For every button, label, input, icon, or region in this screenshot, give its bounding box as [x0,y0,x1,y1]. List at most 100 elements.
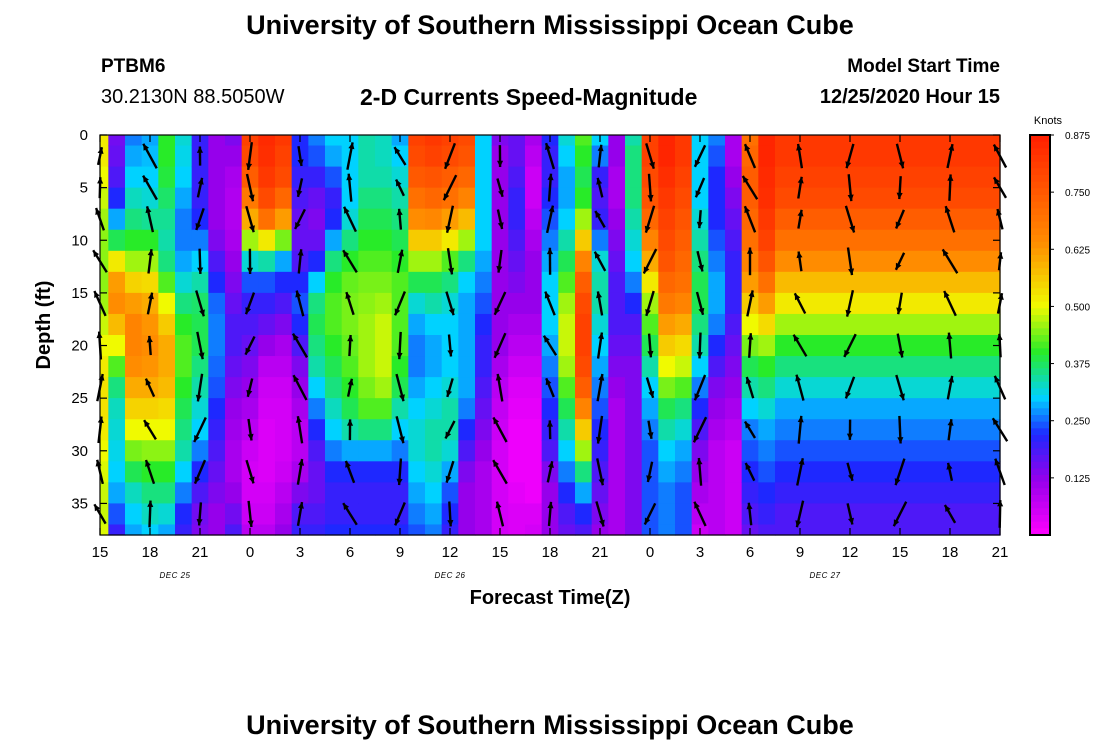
heat-cell [341,229,359,252]
heat-cell [308,187,326,210]
heat-cell [558,187,576,210]
heat-cell [608,135,626,147]
heat-cell [158,335,176,357]
heat-cell [275,187,293,210]
colorbar-swatch [1030,155,1050,163]
heat-cell [708,313,726,336]
heat-cell [725,271,743,294]
heat-cell [508,292,526,315]
heat-cell [675,271,693,294]
heat-cell [508,461,526,483]
heat-cell [158,166,176,189]
heat-cell [475,461,493,483]
heat-cell [275,166,293,189]
heat-cell [508,208,526,231]
heat-cell [125,229,143,252]
heat-cell [225,419,243,441]
current-arrow [393,146,407,166]
heat-cell [608,292,626,315]
heat-cell [208,356,226,378]
current-arrow [594,210,606,228]
colorbar-swatch [1030,455,1050,463]
heat-cell [325,271,343,294]
heat-cell [775,482,1001,505]
heat-cell [758,145,776,168]
heat-cell [375,377,393,399]
colorbar-swatch [1030,195,1050,203]
heat-cell [658,482,676,505]
heat-cell [691,166,709,189]
heat-cell [658,166,676,189]
x-tick-label: 18 [142,544,159,561]
heat-cell [558,524,576,536]
heat-cell [308,145,326,168]
heat-cell [658,271,676,294]
heat-cell [625,524,643,536]
current-arrow [496,178,504,198]
heat-cell [658,208,676,231]
heat-cell [158,524,176,536]
heat-cell [125,503,143,526]
heat-cell [691,187,709,210]
heat-cell [375,398,393,420]
heat-cell [325,187,343,210]
heat-cell [158,503,176,526]
colorbar-swatch [1030,221,1050,229]
heat-cell [100,461,109,483]
heat-cell [525,419,543,441]
y-tick-label: 35 [71,495,88,512]
heat-cell [375,135,393,147]
current-arrow [844,205,856,233]
heat-cell [575,229,593,252]
colorbar-swatch [1030,335,1050,343]
heat-cell [125,335,143,357]
heat-cell [608,271,626,294]
colorbar-label: Knots [1034,115,1063,127]
colorbar-swatch [1030,375,1050,383]
heat-cell [125,250,143,273]
x-tick-label: 15 [492,544,509,561]
heat-cell [625,503,643,526]
heat-cell [708,398,726,420]
heat-cell [641,440,659,462]
heat-cell [225,503,243,526]
heat-cell [408,292,426,315]
heat-cell [475,356,493,378]
heat-cell [175,250,193,273]
heat-cell [708,503,726,526]
heat-cell [391,313,409,336]
heat-cell [458,229,476,252]
current-arrow [695,291,705,316]
heat-cell [225,398,243,420]
current-arrow [347,334,354,357]
heat-cell [708,482,726,505]
heat-cell [691,482,709,505]
current-arrow [696,457,703,486]
current-arrow [295,290,305,317]
heat-cell [725,208,743,231]
heat-cell [208,461,226,483]
heat-cell [658,377,676,399]
heat-cell [758,271,776,294]
heat-cell [725,524,743,536]
current-arrow [394,502,406,526]
current-arrow [445,291,455,316]
heat-cell [508,398,526,420]
heat-cell [175,335,193,357]
heat-cell [508,166,526,189]
heat-cell [191,187,209,210]
heat-cell [100,419,109,441]
heat-cell [108,482,126,505]
heat-cell [291,482,309,505]
heat-cell [425,313,443,336]
heat-cell [508,187,526,210]
heat-cell [291,313,309,336]
heat-cell [125,461,143,483]
heat-cell [591,166,609,189]
heat-cell [775,398,1001,420]
heat-cell [741,229,759,252]
heat-cell [475,440,493,462]
heat-cell [691,356,709,378]
colorbar-swatch [1030,228,1050,236]
